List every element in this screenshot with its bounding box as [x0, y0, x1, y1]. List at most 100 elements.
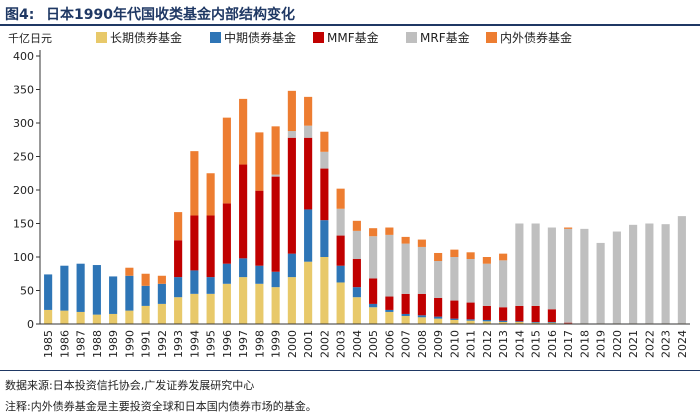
bars — [44, 90, 686, 324]
bar-segment — [157, 275, 166, 284]
bar-segment — [271, 126, 280, 175]
x-tick-label: 2005 — [367, 330, 380, 358]
x-tick-label: 1996 — [221, 330, 234, 358]
bar-segment — [515, 321, 524, 324]
bar-segment — [125, 310, 134, 324]
bar-segment — [141, 285, 150, 306]
bar-segment — [304, 96, 313, 126]
x-tick-label: 1993 — [172, 330, 185, 358]
bar-segment — [417, 246, 426, 294]
bar-segment — [304, 125, 313, 138]
x-tick-label: 2003 — [335, 330, 348, 358]
bar-segment — [385, 311, 394, 324]
bar-segment — [60, 265, 69, 311]
x-tick-label: 2020 — [611, 330, 624, 358]
bar-segment — [239, 164, 248, 259]
bar-segment — [141, 305, 150, 324]
bar-segment — [336, 282, 345, 324]
bar-segment — [174, 240, 183, 278]
bar-segment — [287, 253, 296, 278]
bar-segment — [401, 313, 410, 316]
x-tick-label: 1991 — [140, 330, 153, 358]
bar-segment — [531, 223, 540, 306]
x-tick-label: 2008 — [416, 330, 429, 358]
bar-segment — [401, 315, 410, 324]
bar-segment — [174, 212, 183, 241]
legend-swatch — [406, 32, 417, 43]
x-tick-label: 2001 — [302, 330, 315, 358]
bar-segment — [531, 305, 540, 322]
figure-title: 日本1990年代国收类基金内部结构变化 — [46, 7, 295, 23]
bar-segment — [499, 260, 508, 308]
x-tick-label: 1990 — [123, 330, 136, 358]
bar-segment — [547, 321, 556, 323]
bar-segment — [174, 297, 183, 324]
bar-segment — [466, 302, 475, 320]
bar-segment — [352, 220, 361, 231]
bar-segment — [385, 309, 394, 312]
bar-segment — [287, 277, 296, 324]
bar-segment — [109, 276, 118, 314]
bar-segment — [515, 305, 524, 322]
bar-segment — [190, 151, 199, 216]
bar-segment — [320, 257, 329, 324]
bar-segment — [450, 257, 459, 301]
legend-label: 内外债券基金 — [500, 30, 572, 45]
bar-segment — [564, 228, 573, 323]
x-axis: 1985 1986 1987 1988 1989 1990 1991 1992 1993 1994… — [40, 323, 690, 358]
bar-segment — [466, 319, 475, 321]
bar-segment — [515, 321, 524, 322]
bar-segment — [92, 265, 101, 315]
bar-segment — [531, 322, 540, 324]
bar-segment — [125, 267, 134, 276]
bar-segment — [320, 131, 329, 152]
bar-segment — [336, 188, 345, 209]
bar-segment — [206, 173, 215, 216]
stacked-bar-chart: 千亿日元 长期债券基金 中期债券基金 MMF基金 MRF基金 内外债券基金 0 50 100… — [8, 30, 690, 358]
bar-segment — [222, 263, 231, 284]
bar-segment — [385, 234, 394, 297]
x-tick-label: 2023 — [660, 330, 673, 358]
x-tick-label: 2022 — [643, 330, 656, 358]
bar-segment — [44, 309, 53, 324]
bar-segment — [174, 277, 183, 298]
bar-segment — [336, 265, 345, 283]
bar-segment — [239, 277, 248, 324]
figure-label: 图4: — [5, 7, 35, 23]
bar-segment — [352, 230, 361, 260]
bar-segment — [287, 131, 296, 138]
bar-segment — [612, 231, 621, 324]
footer-divider — [0, 370, 700, 371]
x-tick-label: 2009 — [432, 330, 445, 358]
y-tick-label: 50 — [20, 285, 34, 298]
bar-segment — [482, 263, 491, 306]
bar-segment — [466, 320, 475, 324]
bar-segment — [450, 300, 459, 319]
bar-segment — [434, 252, 443, 262]
bar-segment — [466, 252, 475, 260]
bar-segment — [450, 319, 459, 324]
x-tick-label: 1987 — [75, 330, 88, 358]
legend-label: MRF基金 — [420, 30, 470, 45]
bar-segment — [92, 314, 101, 324]
bar-segment — [547, 227, 556, 310]
bar-segment — [434, 297, 443, 317]
bar-segment — [434, 261, 443, 298]
x-tick-label: 1989 — [107, 330, 120, 358]
bar-segment — [222, 203, 231, 264]
x-tick-label: 1986 — [58, 330, 71, 358]
legend-swatch — [210, 32, 221, 43]
y-tick-label: 350 — [13, 84, 34, 97]
bar-segment — [320, 168, 329, 221]
bar-segment — [255, 265, 264, 284]
bar-segment — [417, 239, 426, 247]
x-tick-label: 1985 — [42, 330, 55, 358]
bar-segment — [482, 257, 491, 264]
bar-segment — [434, 316, 443, 319]
bar-segment — [434, 318, 443, 324]
y-tick-label: 100 — [13, 251, 34, 264]
y-tick-label: 150 — [13, 218, 34, 231]
bar-segment — [206, 293, 215, 324]
bar-segment — [44, 274, 53, 310]
bar-segment — [401, 243, 410, 294]
